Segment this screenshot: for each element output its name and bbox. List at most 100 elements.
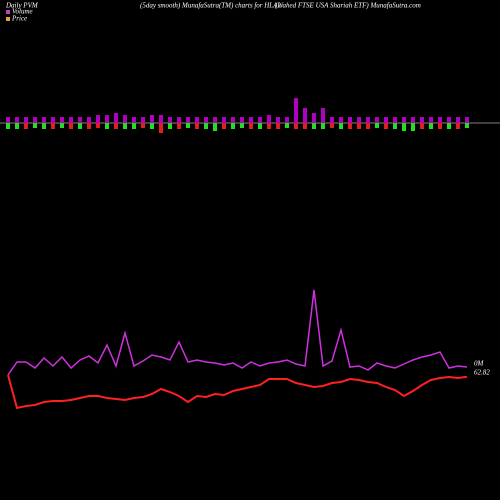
bar-up: [339, 117, 343, 123]
bar-up: [438, 117, 442, 123]
bar-up: [150, 115, 154, 123]
bar-down: [348, 123, 352, 129]
chart-label: Daily PVM: [5, 2, 39, 10]
bar-down: [15, 123, 19, 129]
bar-up: [312, 113, 316, 123]
bar-up: [204, 117, 208, 123]
bar-up: [222, 117, 226, 123]
bar-down: [285, 123, 289, 128]
bar-up: [96, 115, 100, 123]
bar-down: [114, 123, 118, 129]
bar-down: [87, 123, 91, 129]
bar-down: [249, 123, 253, 129]
legend-label: Volume: [12, 8, 33, 16]
bar-down: [429, 123, 433, 129]
bar-down: [375, 123, 379, 128]
bar-up: [294, 98, 298, 123]
bar-down: [105, 123, 109, 129]
bar-down: [195, 123, 199, 129]
bar-up: [231, 117, 235, 123]
bar-down: [132, 123, 136, 129]
bar-up: [276, 117, 280, 123]
bar-down: [177, 123, 181, 129]
bar-up: [447, 117, 451, 123]
bar-down: [222, 123, 226, 129]
line-0: [7, 289, 468, 376]
bar-up: [429, 117, 433, 123]
bar-up: [249, 117, 253, 123]
bar-up: [69, 117, 73, 123]
bar-up: [6, 117, 10, 123]
bar-up: [384, 117, 388, 123]
bar-down: [78, 123, 82, 129]
bar-up: [123, 115, 127, 123]
bar-up: [132, 117, 136, 123]
bar-up: [42, 117, 46, 123]
bar-up: [177, 117, 181, 123]
bar-down: [231, 123, 235, 129]
bar-down: [33, 123, 37, 128]
bar-up: [159, 115, 163, 123]
bar-down: [69, 123, 73, 129]
bar-down: [267, 123, 271, 129]
bar-up: [420, 117, 424, 123]
bar-up: [366, 117, 370, 123]
bar-down: [294, 123, 298, 129]
bar-up: [402, 117, 406, 123]
end-label: 0M: [474, 360, 485, 368]
bar-down: [357, 123, 361, 129]
bar-up: [411, 117, 415, 123]
legend-label: Price: [11, 15, 27, 23]
bar-down: [402, 123, 406, 131]
bar-down: [213, 123, 217, 131]
bar-up: [267, 115, 271, 123]
bar-down: [24, 123, 28, 129]
bar-up: [465, 117, 469, 123]
bar-down: [384, 123, 388, 129]
bar-down: [258, 123, 262, 129]
bar-up: [348, 117, 352, 123]
end-label: 62.82: [474, 369, 490, 377]
bar-up: [456, 117, 460, 123]
bar-up: [105, 115, 109, 123]
bar-up: [321, 108, 325, 123]
bar-down: [42, 123, 46, 129]
bar-down: [204, 123, 208, 129]
bar-up: [195, 117, 199, 123]
bar-up: [285, 117, 289, 123]
bar-up: [141, 117, 145, 123]
bar-up: [87, 117, 91, 123]
bar-down: [123, 123, 127, 129]
bar-up: [51, 117, 55, 123]
bar-down: [141, 123, 145, 128]
legend-swatch: [6, 17, 10, 21]
bar-down: [6, 123, 10, 129]
bar-down: [96, 123, 100, 128]
bar-up: [24, 117, 28, 123]
bar-down: [438, 123, 442, 129]
bar-down: [330, 123, 334, 128]
bar-down: [303, 123, 307, 129]
bar-up: [213, 117, 217, 123]
bar-up: [78, 117, 82, 123]
bar-up: [357, 117, 361, 123]
bar-up: [330, 117, 334, 123]
bar-down: [150, 123, 154, 129]
bar-down: [447, 123, 451, 129]
legend-swatch: [6, 10, 10, 14]
bar-up: [240, 117, 244, 123]
bar-up: [375, 117, 379, 123]
bar-up: [114, 113, 118, 123]
bar-down: [60, 123, 64, 128]
bar-up: [33, 117, 37, 123]
bar-down: [312, 123, 316, 129]
bar-down: [456, 123, 460, 129]
bar-up: [186, 117, 190, 123]
bar-up: [393, 117, 397, 123]
bar-up: [258, 117, 262, 123]
line-1: [7, 374, 468, 410]
bar-down: [411, 123, 415, 131]
bar-up: [60, 117, 64, 123]
